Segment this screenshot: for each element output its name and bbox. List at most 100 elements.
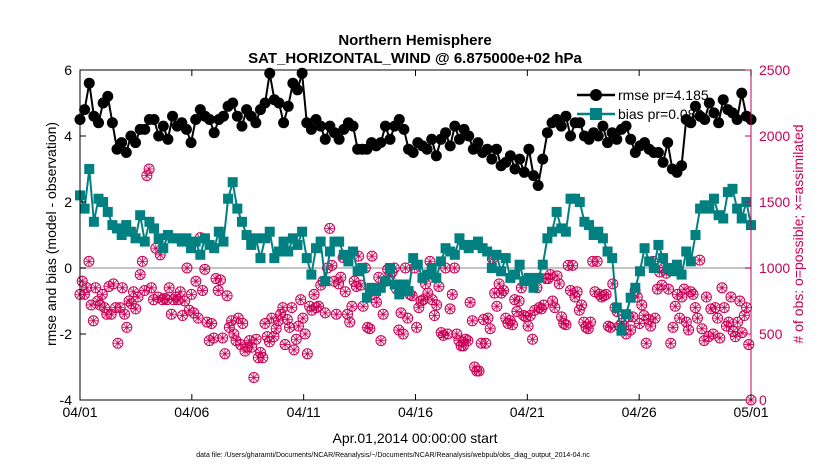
obs-marker bbox=[584, 316, 596, 328]
bias-point bbox=[449, 249, 460, 260]
bias-point bbox=[685, 256, 696, 267]
obs-marker bbox=[669, 300, 681, 312]
obs-assimilated-cross bbox=[519, 310, 529, 321]
bias-point bbox=[542, 233, 553, 244]
obs-marker bbox=[431, 299, 443, 311]
rmse-point bbox=[662, 137, 674, 149]
obs-marker bbox=[324, 222, 336, 234]
obs-assimilated-cross bbox=[376, 336, 386, 346]
obs-assimilated-cross bbox=[229, 329, 239, 339]
obs-assimilated-cross bbox=[467, 316, 477, 326]
x-tick-label: 04/01 bbox=[62, 404, 97, 420]
obs-assimilated-cross bbox=[198, 285, 208, 296]
obs-marker bbox=[288, 344, 300, 356]
bias-point bbox=[144, 216, 155, 227]
obs-marker bbox=[364, 323, 376, 335]
obs-assimilated-cross bbox=[160, 293, 170, 303]
bias-point bbox=[486, 263, 497, 273]
obs-possible-circle bbox=[310, 302, 322, 314]
rmse-point bbox=[162, 133, 174, 145]
obs-marker bbox=[199, 263, 211, 275]
obs-assimilated-cross bbox=[498, 285, 509, 296]
rmse-point bbox=[689, 100, 701, 112]
obs-possible-circle bbox=[290, 333, 302, 345]
x-tick-label: 04/26 bbox=[622, 404, 657, 420]
obs-marker bbox=[691, 312, 703, 324]
obs-assimilated-cross bbox=[233, 313, 243, 323]
rmse-point bbox=[736, 87, 748, 99]
obs-marker bbox=[112, 337, 124, 349]
obs-possible-circle bbox=[411, 321, 423, 333]
obs-marker bbox=[248, 372, 260, 384]
obs-assimilated-cross bbox=[251, 334, 261, 344]
obs-marker bbox=[83, 255, 95, 267]
obs-possible-circle bbox=[145, 282, 157, 294]
obs-marker bbox=[136, 255, 148, 267]
obs-marker bbox=[636, 299, 648, 311]
obs-assimilated-cross bbox=[108, 279, 119, 289]
obs-assimilated-cross bbox=[523, 321, 533, 331]
obs-assimilated-cross bbox=[235, 339, 246, 350]
obs-marker bbox=[734, 295, 746, 307]
obs-marker bbox=[714, 332, 726, 344]
obs-possible-circle bbox=[571, 286, 583, 298]
obs-assimilated-cross bbox=[345, 317, 355, 327]
obs-marker bbox=[250, 333, 262, 345]
bias-point bbox=[431, 272, 442, 283]
obs-assimilated-cross bbox=[494, 279, 504, 289]
obs-possible-circle bbox=[680, 316, 692, 328]
obs-marker bbox=[257, 352, 269, 364]
obs-marker bbox=[132, 291, 144, 303]
bias-point bbox=[79, 203, 90, 214]
obs-marker bbox=[466, 315, 478, 327]
bias-point bbox=[334, 236, 345, 247]
obs-possible-circle bbox=[375, 335, 387, 347]
rmse-point bbox=[532, 180, 544, 191]
obs-marker bbox=[181, 262, 193, 274]
obs-assimilated-cross bbox=[331, 309, 341, 319]
obs-assimilated-cross bbox=[663, 284, 674, 294]
obs-assimilated-cross bbox=[570, 292, 580, 302]
obs-marker bbox=[159, 292, 171, 304]
obs-assimilated-cross bbox=[226, 316, 237, 326]
obs-possible-circle bbox=[700, 291, 712, 303]
rmse-point bbox=[430, 150, 442, 162]
y-right-tick-label: 0 bbox=[759, 392, 767, 408]
rmse-point bbox=[79, 104, 91, 116]
obs-marker bbox=[729, 331, 741, 343]
obs-marker bbox=[460, 333, 472, 345]
obs-possible-circle bbox=[99, 302, 111, 314]
obs-assimilated-cross bbox=[434, 281, 444, 292]
bias-point bbox=[297, 226, 308, 237]
bias-point bbox=[306, 269, 317, 280]
obs-possible-circle bbox=[165, 308, 177, 320]
obs-marker bbox=[310, 302, 322, 314]
obs-possible-circle bbox=[181, 262, 193, 274]
obs-possible-circle bbox=[527, 333, 539, 345]
obs-marker bbox=[163, 282, 175, 294]
obs-assimilated-cross bbox=[461, 334, 471, 344]
obs-assimilated-cross bbox=[741, 303, 752, 313]
x-tick-label: 05/01 bbox=[733, 404, 768, 420]
obs-marker bbox=[190, 275, 202, 287]
rmse-series bbox=[74, 67, 757, 191]
obs-possible-circle bbox=[192, 312, 204, 324]
rmse-point bbox=[384, 133, 396, 145]
obs-possible-circle bbox=[308, 288, 320, 300]
obs-marker bbox=[640, 337, 652, 349]
obs-marker bbox=[567, 259, 579, 271]
rmse-point bbox=[597, 120, 609, 132]
obs-possible-circle bbox=[522, 320, 534, 332]
obs-assimilated-cross bbox=[481, 338, 491, 348]
obs-marker bbox=[344, 316, 356, 328]
obs-possible-circle bbox=[313, 300, 325, 312]
obs-marker bbox=[333, 278, 345, 290]
bias-point bbox=[625, 292, 636, 303]
obs-possible-circle bbox=[116, 282, 128, 294]
bias-point bbox=[301, 253, 312, 264]
obs-assimilated-cross bbox=[146, 283, 156, 293]
obs-marker bbox=[226, 315, 238, 327]
bias-point bbox=[584, 220, 595, 231]
obs-assimilated-cross bbox=[189, 308, 199, 318]
obs-assimilated-cross bbox=[362, 322, 373, 332]
